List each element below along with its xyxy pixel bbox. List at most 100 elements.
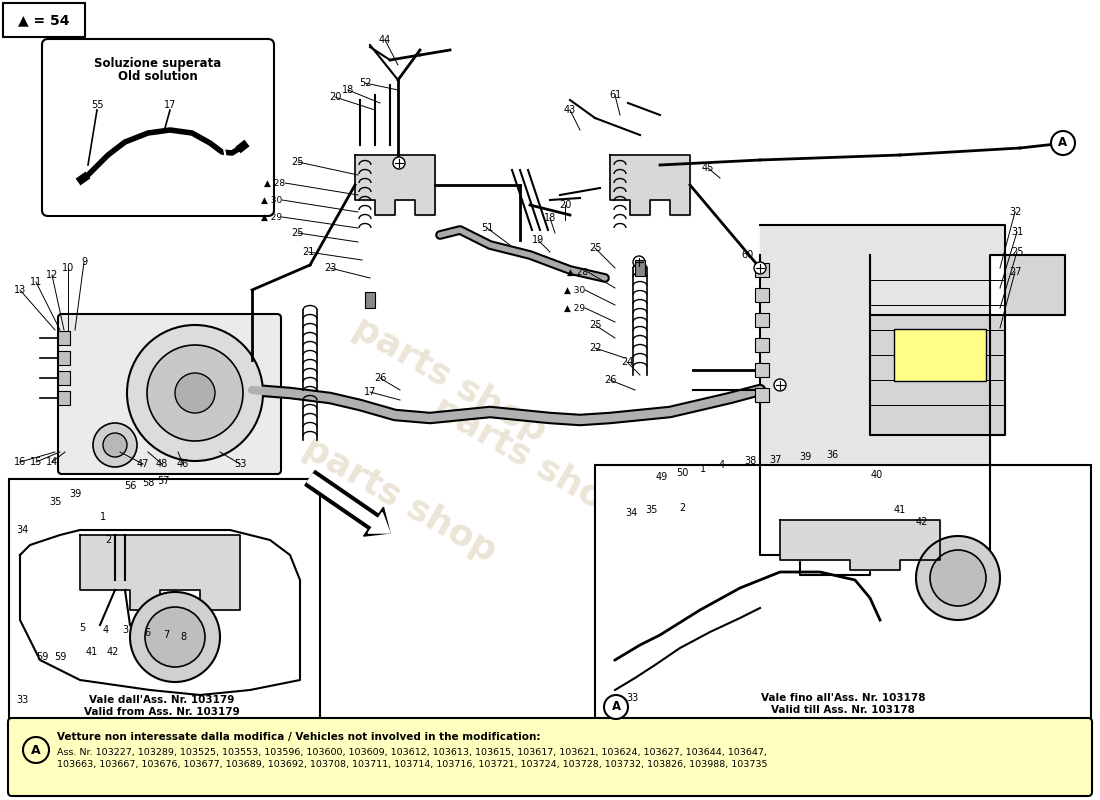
Text: 50: 50 <box>675 468 689 478</box>
Text: 9: 9 <box>81 257 87 267</box>
Text: 24: 24 <box>620 357 634 367</box>
Text: 20: 20 <box>559 200 571 210</box>
Circle shape <box>604 695 628 719</box>
Text: 15: 15 <box>30 457 42 467</box>
Text: 8: 8 <box>180 632 186 642</box>
Text: parts shop: parts shop <box>427 391 632 529</box>
Text: 41: 41 <box>86 647 98 657</box>
Text: 7: 7 <box>163 630 169 640</box>
Bar <box>58 371 70 385</box>
Text: 2: 2 <box>679 503 685 513</box>
Text: 46: 46 <box>177 459 189 469</box>
Circle shape <box>23 737 50 763</box>
Text: Valid from Ass. Nr. 103179: Valid from Ass. Nr. 103179 <box>84 707 240 717</box>
Text: 34: 34 <box>15 525 29 535</box>
FancyArrow shape <box>305 470 390 536</box>
Bar <box>58 351 70 365</box>
Text: parts shop: parts shop <box>297 431 503 569</box>
Text: Valid till Ass. Nr. 103178: Valid till Ass. Nr. 103178 <box>771 705 915 715</box>
Text: 34: 34 <box>625 508 637 518</box>
Text: Soluzione superata: Soluzione superata <box>95 57 221 70</box>
Circle shape <box>147 345 243 441</box>
Text: 57: 57 <box>156 476 169 486</box>
Text: 2: 2 <box>104 535 111 545</box>
FancyBboxPatch shape <box>894 329 986 381</box>
FancyBboxPatch shape <box>3 3 85 37</box>
Circle shape <box>103 433 127 457</box>
Bar <box>755 263 769 277</box>
Text: 21: 21 <box>301 247 315 257</box>
Bar <box>635 260 645 276</box>
Text: 44: 44 <box>378 35 392 45</box>
Circle shape <box>130 592 220 682</box>
Text: 42: 42 <box>916 517 928 527</box>
Text: 17: 17 <box>364 387 376 397</box>
Text: 6: 6 <box>144 628 150 638</box>
Text: 56: 56 <box>124 481 136 491</box>
Bar <box>755 288 769 302</box>
Text: 41: 41 <box>894 505 906 515</box>
Text: 43: 43 <box>564 105 576 115</box>
Text: 18: 18 <box>342 85 354 95</box>
Text: 47: 47 <box>136 459 150 469</box>
Bar <box>755 388 769 402</box>
Text: 16: 16 <box>14 457 26 467</box>
Text: 45: 45 <box>702 163 714 173</box>
Circle shape <box>94 423 138 467</box>
Text: 35: 35 <box>48 497 62 507</box>
Text: 4: 4 <box>719 460 725 470</box>
Text: ▲ 28: ▲ 28 <box>566 267 588 277</box>
Text: ▲ = 54: ▲ = 54 <box>19 13 69 27</box>
Polygon shape <box>610 155 690 215</box>
Text: 61: 61 <box>609 90 622 100</box>
Text: 36: 36 <box>826 450 838 460</box>
Text: A: A <box>31 743 41 757</box>
Text: 37: 37 <box>769 455 781 465</box>
Text: 22: 22 <box>588 343 602 353</box>
Text: 17: 17 <box>164 100 176 110</box>
Circle shape <box>930 550 986 606</box>
Text: 12: 12 <box>46 270 58 280</box>
Text: 59: 59 <box>54 652 66 662</box>
Text: 10: 10 <box>62 263 74 273</box>
Text: 5: 5 <box>79 623 85 633</box>
Text: 26: 26 <box>374 373 386 383</box>
Text: Ass. Nr. 103227, 103289, 103525, 103553, 103596, 103600, 103609, 103612, 103613,: Ass. Nr. 103227, 103289, 103525, 103553,… <box>57 747 767 757</box>
FancyBboxPatch shape <box>58 314 280 474</box>
Text: 3: 3 <box>122 625 128 635</box>
Circle shape <box>774 379 786 391</box>
Text: 20: 20 <box>329 92 341 102</box>
Circle shape <box>393 157 405 169</box>
Text: 59: 59 <box>36 652 48 662</box>
Text: 39: 39 <box>69 489 81 499</box>
Circle shape <box>632 256 645 268</box>
Text: 33: 33 <box>15 695 29 705</box>
Text: Vetture non interessate dalla modifica / Vehicles not involved in the modificati: Vetture non interessate dalla modifica /… <box>57 732 540 742</box>
Text: 51: 51 <box>481 223 493 233</box>
Text: 13: 13 <box>14 285 26 295</box>
FancyArrow shape <box>307 474 390 533</box>
Text: 31: 31 <box>1011 227 1023 237</box>
Bar <box>755 338 769 352</box>
Text: ▲ 29: ▲ 29 <box>261 213 282 222</box>
Text: 25: 25 <box>292 228 305 238</box>
Text: parts shop: parts shop <box>348 311 552 449</box>
Text: A: A <box>1058 137 1068 150</box>
Text: 32: 32 <box>1009 207 1021 217</box>
Text: 60: 60 <box>741 250 755 260</box>
Circle shape <box>916 536 1000 620</box>
Text: 103663, 103667, 103676, 103677, 103689, 103692, 103708, 103711, 103714, 103716, : 103663, 103667, 103676, 103677, 103689, … <box>57 761 768 770</box>
Text: 38: 38 <box>744 456 756 466</box>
Text: 19: 19 <box>532 235 544 245</box>
Circle shape <box>1050 131 1075 155</box>
Text: Vale dall'Ass. Nr. 103179: Vale dall'Ass. Nr. 103179 <box>89 695 234 705</box>
Polygon shape <box>780 520 940 570</box>
Text: 39: 39 <box>799 452 811 462</box>
Text: 25: 25 <box>1011 247 1023 257</box>
Text: 25: 25 <box>292 157 305 167</box>
Circle shape <box>175 373 214 413</box>
Text: ▲ 28: ▲ 28 <box>264 178 285 187</box>
FancyBboxPatch shape <box>8 718 1092 796</box>
Text: ▲ 30: ▲ 30 <box>261 195 282 205</box>
Text: 33: 33 <box>626 693 638 703</box>
